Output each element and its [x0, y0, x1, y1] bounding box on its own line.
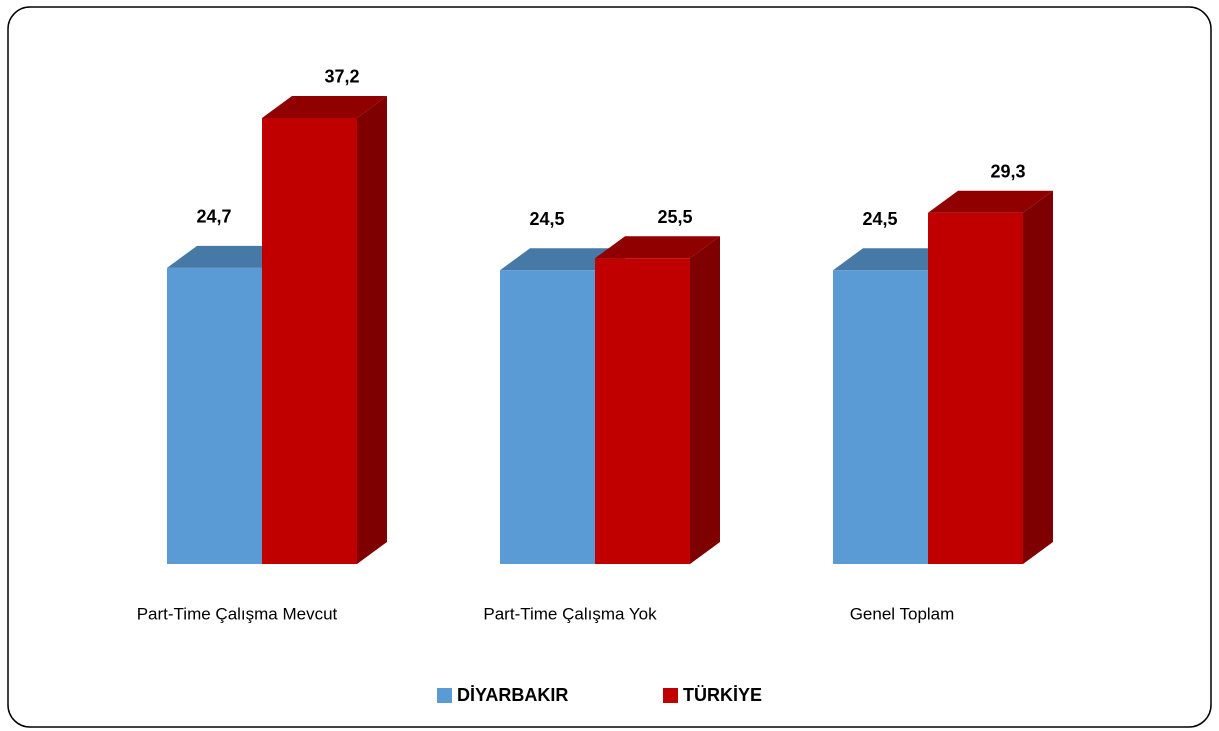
value-label: 29,3 — [990, 161, 1025, 181]
x-tick-label: Genel Toplam — [850, 604, 955, 623]
legend-swatch — [437, 688, 452, 703]
value-label: 37,2 — [324, 67, 359, 87]
legend-swatch — [663, 688, 678, 703]
bar-top — [833, 248, 958, 271]
bar — [833, 270, 928, 564]
bar-top — [500, 248, 625, 271]
value-label: 24,5 — [529, 209, 564, 229]
bar — [262, 117, 357, 565]
bar — [500, 270, 595, 564]
bar-side — [357, 95, 387, 565]
x-tick-label: Part-Time Çalışma Yok — [483, 604, 657, 623]
value-label: 24,5 — [862, 209, 897, 229]
value-label: 25,5 — [657, 207, 692, 227]
bar-top — [262, 95, 387, 118]
bar-top — [167, 245, 292, 268]
x-tick-label: Part-Time Çalışma Mevcut — [137, 604, 338, 623]
bar — [928, 212, 1023, 564]
legend-label: TÜRKİYE — [683, 685, 762, 705]
bar-top — [595, 236, 720, 259]
bar-top — [928, 190, 1053, 213]
legend-label: DİYARBAKIR — [457, 685, 568, 705]
bar-side — [690, 236, 720, 564]
bar-side — [1023, 190, 1053, 564]
bar — [167, 267, 262, 564]
bar — [595, 258, 690, 564]
value-label: 24,7 — [196, 207, 231, 227]
